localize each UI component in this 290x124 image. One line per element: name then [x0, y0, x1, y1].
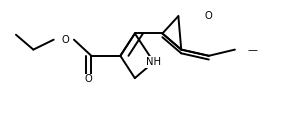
Text: NH: NH [146, 57, 161, 67]
Text: O: O [85, 74, 92, 84]
Text: O: O [205, 11, 213, 21]
Text: O: O [61, 35, 69, 45]
Text: —: — [248, 45, 258, 55]
